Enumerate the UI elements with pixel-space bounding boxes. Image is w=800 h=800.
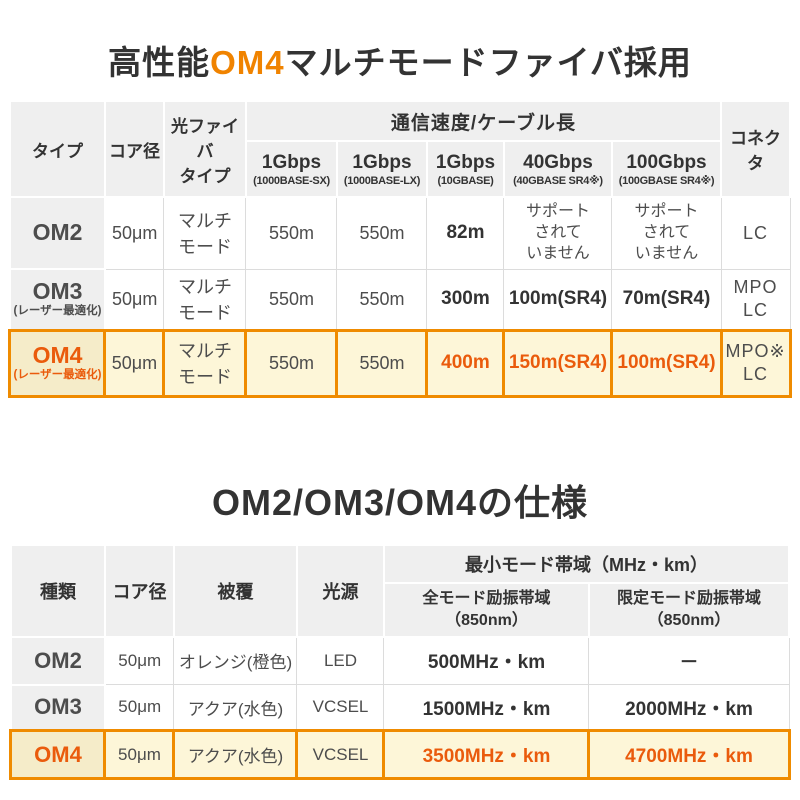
type-label: OM4	[32, 341, 83, 368]
header-speed-group: 通信速度/ケーブル長	[244, 100, 723, 142]
speed-label: 1Gbps	[261, 152, 322, 174]
table1-header-row-speeds: 1Gbps (1000BASE-SX) 1Gbps (1000BASE-LX) 1G…	[10, 140, 790, 198]
speed-standard: (1000BASE-LX)	[343, 174, 421, 187]
restricted-bandwidth-cell: 4700MHz・km	[587, 729, 791, 780]
length-1gbps-lx: 550m	[335, 328, 429, 398]
fiber-type-cell: マルチ モード	[163, 196, 247, 270]
table1-header-row-group: タイプ コア径 光ファイバ タイプ 通信速度/ケーブル長 コネクタ	[8, 100, 792, 198]
length-100gbps: 100m(SR4)	[610, 328, 723, 398]
speed-standard: (10GBASE)	[437, 174, 494, 187]
header-restricted-bandwidth: 限定モード励振帯域 （850nm）	[587, 581, 791, 638]
type-sublabel: (レーザー最適化)	[13, 305, 102, 318]
length-40gbps: 100m(SR4)	[503, 268, 613, 331]
connector-cell: LC	[720, 196, 791, 270]
header-overfilled-bandwidth: 全モード励振帯域 （850nm）	[382, 581, 590, 638]
speed-label: 40Gbps	[523, 151, 593, 173]
length-40gbps: サポート されて いません	[503, 196, 613, 270]
row-om3: OM3 (レーザー最適化) 50μm マルチ モード 550m 550m 300m…	[8, 268, 791, 331]
speed-label: 100Gbps	[626, 151, 707, 173]
length-1gbps-sx: 550m	[245, 268, 338, 331]
length-10gbase: 300m	[426, 268, 505, 331]
speed-standard: (100GBASE SR4※)	[618, 175, 715, 188]
kind-label: OM4	[34, 741, 82, 767]
light-source-cell: LED	[296, 636, 385, 685]
overfilled-bandwidth-cell: 3500MHz・km	[382, 729, 591, 780]
spec-table: 種類 コア径 被覆 光源 最小モード帯域（MHz・km） 全モード励振帯域 （8…	[9, 543, 791, 780]
overfilled-bandwidth-cell: 500MHz・km	[383, 636, 590, 685]
core-cell: 50μm	[103, 729, 176, 780]
length-10gbase: 400m	[425, 328, 506, 398]
header-10gbase: 1Gbps (10GBASE)	[425, 140, 505, 198]
row-om3: OM3 50μm アクア(水色) VCSEL 1500MHz・km 2000MH…	[9, 683, 790, 732]
header-1gbps-sx: 1Gbps (1000BASE-SX)	[244, 140, 338, 198]
kind-label: OM2	[34, 647, 82, 673]
connector-cell: MPO※ LC	[719, 328, 792, 398]
row-om2: OM2 50μm オレンジ(橙色) LED 500MHz・km －	[9, 635, 790, 686]
light-source-cell: VCSEL	[296, 684, 385, 731]
core-cell: 50μm	[104, 196, 165, 270]
header-core-diameter: コア径	[103, 100, 165, 198]
header-1gbps-lx: 1Gbps (1000BASE-LX)	[335, 140, 428, 198]
speed-label: 1Gbps	[435, 152, 496, 174]
kind-cell-om3: OM3	[9, 683, 106, 732]
header-connector: コネクタ	[720, 100, 792, 198]
jacket-cell: アクア(水色)	[173, 684, 298, 731]
light-source-cell: VCSEL	[295, 729, 386, 780]
header-bandwidth-group: 最小モード帯域（MHz・km）	[382, 543, 791, 584]
restricted-bandwidth-cell: 2000MHz・km	[588, 684, 790, 731]
speed-cable-length-table: タイプ コア径 光ファイバ タイプ 通信速度/ケーブル長 コネクタ 1Gbps(…	[8, 100, 792, 398]
length-10gbase: 82m	[426, 196, 505, 270]
header-fiber-type: 光ファイバ タイプ	[162, 100, 247, 198]
type-label: OM3	[32, 278, 83, 305]
speed-standard: (40GBASE SR4※)	[513, 175, 603, 188]
length-1gbps-lx: 550m	[336, 196, 428, 270]
core-cell: 50μm	[104, 636, 175, 685]
length-100gbps: サポート されて いません	[611, 196, 722, 270]
jacket-cell: アクア(水色)	[172, 729, 299, 780]
fiber-type-cell: マルチ モード	[163, 268, 247, 331]
length-100gbps: 70m(SR4)	[611, 268, 722, 331]
row-om2: OM2 50μm マルチ モード 550m 550m 82m サポート されて …	[8, 196, 791, 270]
jacket-cell: オレンジ(橙色)	[173, 636, 298, 685]
spec-section-title: OM2/OM3/OM4の仕様	[211, 481, 589, 523]
type-cell-om3: OM3 (レーザー最適化)	[8, 268, 106, 331]
table2-header-row-group: 種類 コア径 被覆 光源 最小モード帯域（MHz・km）	[9, 543, 791, 638]
restricted-bandwidth-cell: －	[588, 636, 790, 685]
header-light-source: 光源	[295, 543, 385, 638]
header-type: タイプ	[8, 100, 106, 198]
row-om4-highlighted: OM4 (レーザー最適化) 50μm マルチ モード 550m 550m 400m…	[8, 328, 792, 398]
length-1gbps-sx: 550m	[244, 328, 339, 398]
core-cell: 50μm	[103, 328, 166, 398]
table2-header-row-sub: 全モード励振帯域 （850nm） 限定モード励振帯域 （850nm）	[11, 581, 791, 638]
type-cell-om2: OM2	[8, 196, 106, 270]
connector-cell: MPO LC	[720, 268, 791, 331]
page-title-suffix: マルチモードファイバ採用	[284, 44, 692, 81]
type-sublabel: (レーザー最適化)	[13, 369, 102, 382]
kind-label: OM3	[34, 694, 82, 720]
fiber-type-cell: マルチ モード	[162, 328, 248, 398]
header-40gbps: 40Gbps (40GBASE SR4※)	[502, 140, 613, 198]
overfilled-bandwidth-cell: 1500MHz・km	[383, 684, 590, 731]
length-40gbps: 150m(SR4)	[502, 328, 614, 398]
page-title-prefix: 高性能	[108, 44, 211, 81]
length-1gbps-sx: 550m	[245, 196, 338, 270]
page-title: 高性能OM4マルチモードファイバ採用	[0, 36, 800, 84]
page-title-accent-om4: OM4	[210, 44, 285, 81]
core-cell: 50μm	[104, 268, 165, 331]
length-1gbps-lx: 550m	[336, 268, 428, 331]
header-core-diameter: コア径	[103, 543, 175, 638]
header-100gbps: 100Gbps (100GBASE SR4※)	[610, 140, 723, 198]
header-kind: 種類	[9, 543, 106, 638]
speed-label: 1Gbps	[352, 152, 412, 174]
header-jacket: 被覆	[172, 543, 298, 638]
type-cell-om4: OM4 (レーザー最適化)	[8, 328, 107, 398]
type-label: OM2	[32, 219, 83, 246]
speed-standard: (1000BASE-SX)	[253, 174, 330, 187]
kind-cell-om4: OM4	[9, 729, 107, 780]
core-cell: 50μm	[104, 684, 175, 731]
kind-cell-om2: OM2	[9, 635, 106, 686]
row-om4-highlighted: OM4 50μm アクア(水色) VCSEL 3500MHz・km 4700MH…	[9, 729, 791, 780]
